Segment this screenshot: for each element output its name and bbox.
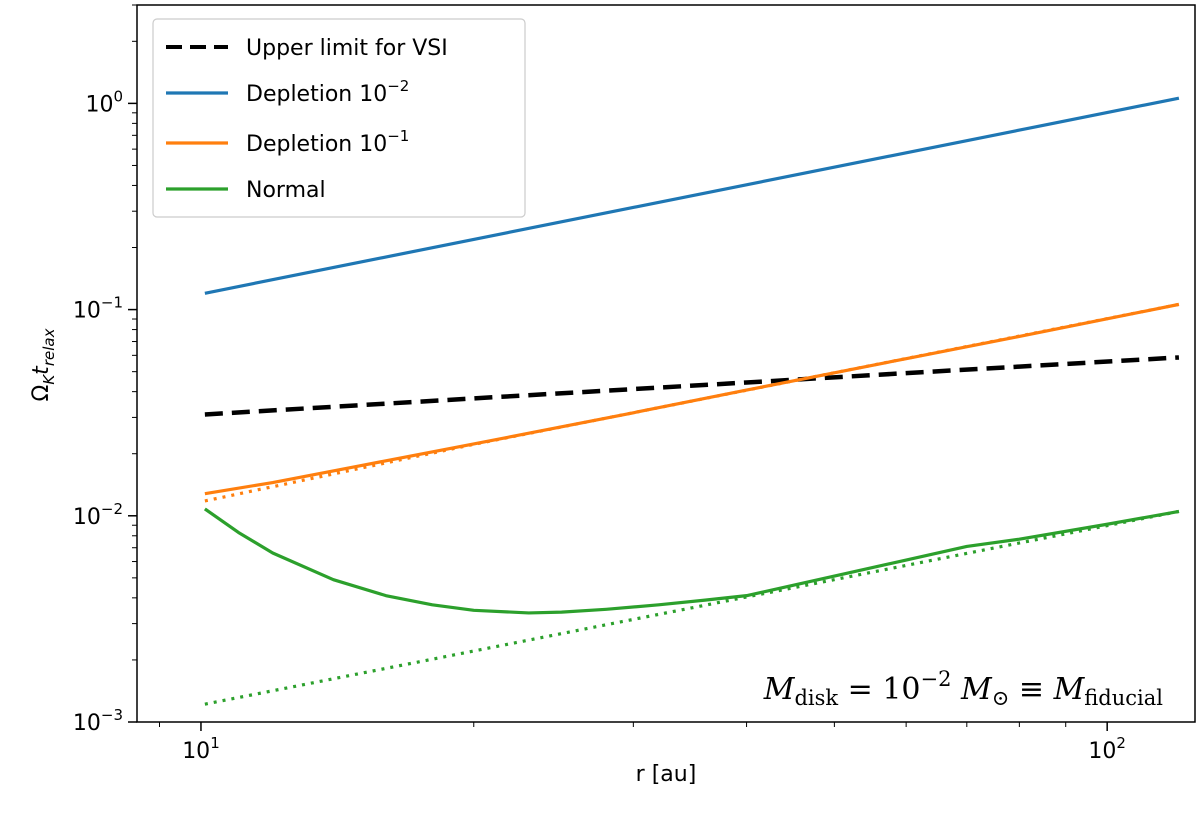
- y-tick-exp: 0: [113, 87, 123, 105]
- x-tick-exp: 2: [1116, 734, 1126, 752]
- y-tick-exp: −3: [101, 706, 123, 724]
- y-tick-base: 10: [73, 711, 101, 736]
- series-line-0: [204, 355, 1180, 417]
- y-tick-label: 10−2: [73, 500, 123, 530]
- reference-line-dotted: [204, 302, 1180, 503]
- y-tick-exp: −2: [101, 500, 123, 518]
- x-tick-label: 102: [1088, 734, 1126, 764]
- annot-exp: −2: [921, 667, 952, 691]
- annot-space: [951, 672, 961, 707]
- series-line-1: [204, 96, 1180, 295]
- y-label-t-sub: relax: [40, 328, 58, 366]
- series-group: [203, 96, 1180, 706]
- annot-rhs-sub: fiducial: [1084, 686, 1163, 710]
- legend-label-normal-text: Normal: [246, 178, 326, 203]
- annot-rhs: M: [1053, 672, 1086, 707]
- annot-eq: = 10: [838, 672, 920, 707]
- x-tick-base: 10: [1088, 739, 1116, 764]
- annot-unit: M: [960, 672, 993, 707]
- disk-mass-annotation: Mdisk = 10−2 M⊙ ≡ Mfiducial: [763, 667, 1164, 710]
- legend: Upper limit for VSI Depletion 10−2 Deple…: [152, 18, 526, 218]
- x-tick-exp: 1: [210, 734, 220, 752]
- y-tick-label: 10−3: [73, 706, 123, 736]
- y-tick-label: 10−1: [73, 294, 123, 324]
- annot-lhs: M: [763, 672, 796, 707]
- legend-label-depletion-1: Depletion 10−1: [246, 127, 409, 157]
- annot-lhs-sub: disk: [794, 686, 838, 710]
- y-tick-base: 10: [73, 505, 101, 530]
- y-label-t: t: [29, 365, 54, 375]
- legend-label-vsi-text: Upper limit for VSI: [246, 36, 448, 61]
- plot-frame: [136, 4, 1196, 723]
- series-line-3: [203, 507, 1180, 615]
- legend-label-depletion-2-exp: −2: [387, 77, 409, 95]
- y-tick-exp: −1: [101, 294, 123, 312]
- legend-label-depletion-1-exp: −1: [387, 127, 409, 145]
- y-tick-base: 10: [73, 299, 101, 324]
- x-tick-label: 101: [182, 734, 220, 764]
- legend-label-depletion-1-base: Depletion 10: [246, 132, 387, 157]
- y-label-omega: Ω: [29, 385, 54, 402]
- legend-box: [152, 18, 526, 218]
- reference-line-dotted: [204, 509, 1180, 706]
- legend-label-vsi: Upper limit for VSI: [246, 36, 448, 61]
- legend-label-normal: Normal: [246, 178, 326, 203]
- y-label-omega-sub: K: [40, 374, 58, 385]
- legend-label-depletion-2: Depletion 10−2: [246, 77, 409, 107]
- y-tick-base: 10: [85, 92, 113, 117]
- x-axis-label: r [au]: [636, 762, 697, 787]
- y-axis-label: ΩKtrelax: [29, 328, 58, 401]
- y-tick-label: 100: [85, 87, 123, 117]
- annot-equiv: ≡: [1009, 672, 1053, 707]
- annot-unit-sub: ⊙: [992, 686, 1010, 710]
- series-line-2: [204, 302, 1180, 496]
- legend-label-depletion-2-base: Depletion 10: [246, 82, 387, 107]
- x-tick-base: 10: [182, 739, 210, 764]
